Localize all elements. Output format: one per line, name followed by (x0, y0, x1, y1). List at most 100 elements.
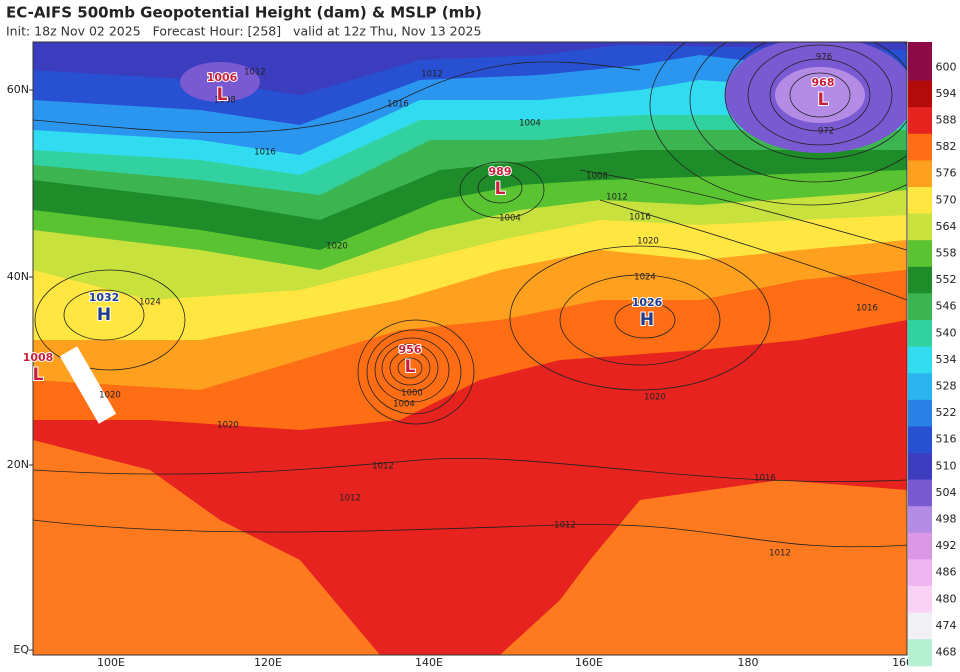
colorbar-cell (908, 479, 932, 507)
colorbar-cell (908, 532, 932, 560)
isobar-label: 1016 (629, 213, 651, 223)
colorbar-label: 564 (936, 220, 957, 233)
colorbar-label: 594 (936, 87, 957, 100)
isobar-label: 1016 (254, 148, 276, 158)
colorbar-cell (908, 160, 932, 188)
subtitle: Init: 18z Nov 02 2025 Forecast Hour: [25… (6, 24, 481, 39)
isobar-label: 1008 (586, 172, 608, 182)
colorbar-cell (908, 453, 932, 481)
isobar-label: 1020 (326, 242, 348, 252)
lat-label: 60N (7, 83, 29, 96)
colorbar-label: 540 (936, 326, 957, 339)
colorbar-cell (908, 107, 932, 135)
colorbar-cell (908, 373, 932, 401)
isobar-label: 1012 (606, 193, 628, 203)
colorbar-label: 570 (936, 193, 957, 206)
isobar-label: 1020 (99, 391, 121, 401)
colorbar-label: 600 (936, 60, 957, 73)
colorbar-cell (908, 213, 932, 241)
colorbar-cell (908, 426, 932, 454)
center-value: 1008 (23, 351, 54, 364)
colorbar-label: 468 (936, 646, 957, 659)
isobar-label: 1020 (637, 237, 659, 247)
overlay-bar (59, 346, 117, 424)
colorbar-cell (908, 346, 932, 374)
colorbar-label: 498 (936, 513, 957, 526)
center-value: 956 (399, 343, 422, 356)
lon-label: 120E (254, 656, 282, 669)
colorbar-cell (908, 399, 932, 427)
colorbar-label: 474 (936, 619, 957, 632)
colorbar-label: 552 (936, 273, 957, 286)
isobar-label: 1012 (554, 521, 576, 531)
colorbar-label: 588 (936, 114, 957, 127)
isobar-label: 1012 (769, 549, 791, 559)
center-symbol: L (495, 179, 506, 199)
map-frame (32, 41, 908, 656)
colorbar-label: 528 (936, 380, 957, 393)
isobar-label: 1020 (644, 393, 666, 403)
isobar-label: 1004 (519, 119, 541, 129)
center-symbol: L (818, 90, 829, 110)
isobar-label: 1012 (339, 494, 361, 504)
isobar-label: 1008 (214, 96, 236, 106)
isobar-label: 1016 (387, 100, 409, 110)
colorbar-cap (908, 42, 932, 54)
colorbar-label: 492 (936, 539, 957, 552)
colorbar-cell (908, 80, 932, 108)
colorbar-cell (908, 559, 932, 587)
lon-label: 100E (97, 656, 125, 669)
colorbar-cell (908, 187, 932, 215)
colorbar-label: 576 (936, 167, 957, 180)
colorbar-cell (908, 240, 932, 268)
colorbar-label: 516 (936, 433, 957, 446)
center-value: 968 (812, 76, 835, 89)
colorbar-label: 510 (936, 459, 957, 472)
center-value: 989 (489, 165, 512, 178)
isobar-label: 1012 (421, 70, 443, 80)
center-symbol: L (33, 365, 44, 385)
colorbar-label: 522 (936, 406, 957, 419)
title: EC-AIFS 500mb Geopotential Height (dam) … (6, 4, 482, 22)
center-value: 1006 (207, 71, 238, 84)
center-symbol: L (405, 357, 416, 377)
isobar-label: 1024 (139, 298, 161, 308)
center-value: 1026 (632, 296, 663, 309)
isobar-label: 1024 (634, 273, 656, 283)
isobar-label: 1016 (856, 304, 878, 314)
center-value: 1032 (89, 291, 120, 304)
height-fill (180, 62, 260, 102)
colorbar-label: 504 (936, 486, 957, 499)
isobar-label: 976 (816, 53, 832, 63)
center-symbol: H (640, 310, 654, 330)
colorbar-cell (908, 586, 932, 614)
isobar-label: 1000 (401, 389, 423, 399)
lat-label: EQ (13, 643, 29, 656)
colorbar-label: 546 (936, 300, 957, 313)
map-area (33, 42, 907, 655)
colorbar-cell (908, 293, 932, 321)
colorbar-cell (908, 506, 932, 534)
isobar-label: 972 (818, 127, 834, 137)
colorbar-cell (908, 320, 932, 348)
center-symbol: H (97, 305, 111, 325)
lat-label: 20N (7, 458, 29, 471)
colorbar-label: 582 (936, 140, 957, 153)
isobar-label: 1012 (244, 68, 266, 78)
colorbar-label: 534 (936, 353, 957, 366)
colorbar-cell (908, 612, 932, 640)
height-fill (775, 67, 865, 123)
colorbar-label: 480 (936, 592, 957, 605)
center-symbol: L (217, 85, 228, 105)
lon-label: 180 (738, 656, 759, 669)
colorbar-label: 486 (936, 566, 957, 579)
colorbar-cell (908, 54, 932, 82)
lat-label: 40N (7, 270, 29, 283)
lon-label: 140E (415, 656, 443, 669)
isobars (33, 42, 907, 548)
colorbar-cell (908, 133, 932, 161)
isobar-label: 1020 (217, 421, 239, 431)
lon-label: 160E (575, 656, 603, 669)
isobar-label: 1012 (372, 462, 394, 472)
